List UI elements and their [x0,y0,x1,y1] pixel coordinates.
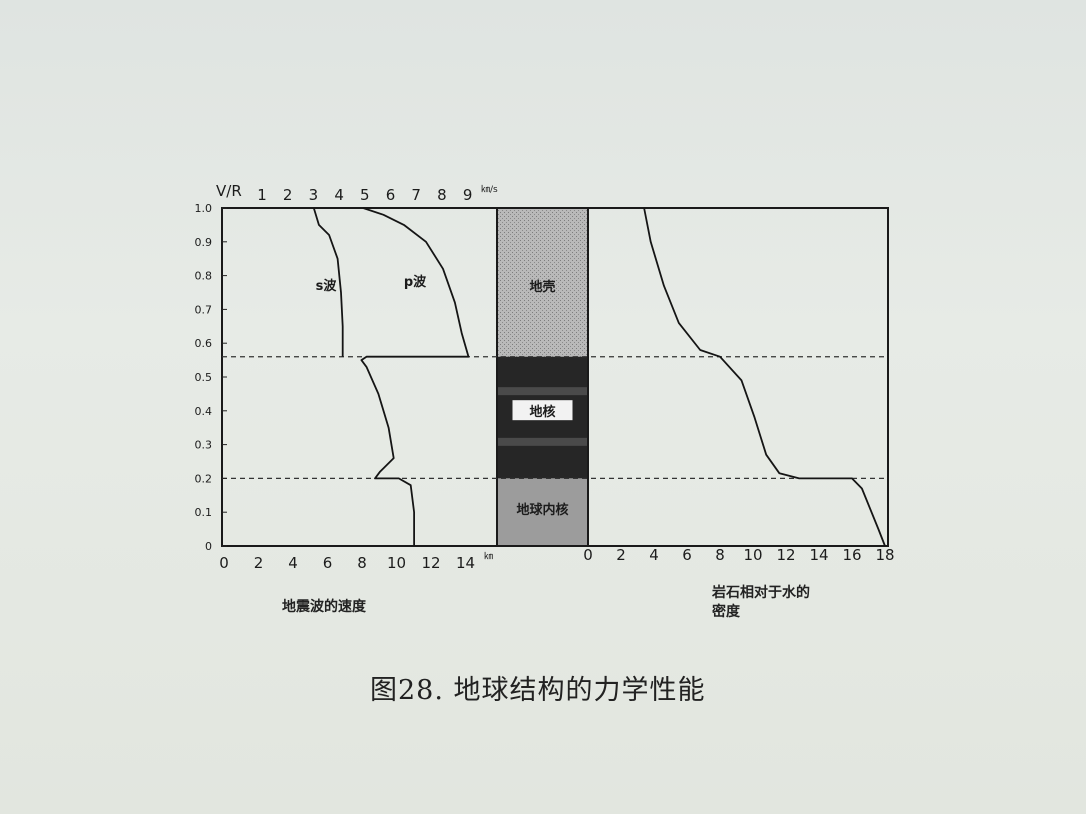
right-bottom-tick-label: 2 [616,546,626,564]
y-tick-label: 0.3 [195,439,213,452]
left-bottom-tick-label: 2 [254,554,264,572]
y-tick-label: 0.6 [195,337,213,350]
right-bottom-tick-label: 8 [715,546,725,564]
left-bottom-tick-label: 0 [219,554,229,572]
y-tick-label: 0.4 [195,405,213,418]
layer-3-band [497,478,588,546]
left-bottom-axis-ticks: 0 2 4 6 8 10 12 14 [219,554,475,572]
y-tick-label: 0 [205,540,212,553]
left-bottom-tick-label: 6 [323,554,333,572]
left-bottom-tick-label: 4 [288,554,298,572]
right-bottom-tick-label: 14 [809,546,828,564]
core-label-box [512,400,573,421]
right-bottom-axis-ticks: 0 2 4 6 8 10 12 14 16 18 [583,546,894,564]
top-tick-label: 1 [257,186,267,204]
top-tick-label: 9 [463,186,473,204]
core-stripe [497,437,588,446]
layer-3-label: 地球内核 [516,502,568,518]
y-axis-title: V/R [216,182,242,200]
left-x-axis-label: 地震波的速度 [282,599,366,615]
layer-1-label: 地壳 [529,279,555,295]
right-bottom-tick-label: 16 [842,546,861,564]
layer-column [497,208,588,546]
left-bottom-tick-label: 8 [357,554,367,572]
layer-2-label: 地核 [529,404,555,420]
top-tick-label: 4 [334,186,344,204]
top-axis-unit: ㎞/s [481,185,498,195]
right-bottom-tick-label: 10 [743,546,762,564]
y-axis-ticks: 0 0.1 0.2 0.3 0.4 0.5 0.6 0.7 0.8 0.9 1.0V/R [195,182,242,553]
right-bottom-tick-label: 6 [682,546,692,564]
core-stripe [497,387,588,396]
y-tick-label: 0.1 [195,506,213,519]
left-bottom-tick-label: 10 [387,554,406,572]
y-tick-label: 0.7 [195,303,213,316]
left-series-1-line [312,207,344,357]
top-tick-label: 7 [411,186,421,204]
right-bottom-tick-label: 4 [649,546,659,564]
y-tick-label: 0.5 [195,371,213,384]
y-tick-label: 0.9 [195,236,213,249]
right-x-axis-label: 岩石相对于水的密度 [712,585,810,620]
top-tick-label: 5 [360,186,370,204]
right-series-density-line [643,207,886,547]
top-tick-label: 8 [437,186,447,204]
figure-caption: 图28. 地球结构的力学性能 [370,675,706,706]
bottom-axis-unit: ㎞ [484,552,494,562]
y-tick-label: 0.8 [195,270,213,283]
series-2-label: p波 [404,274,427,290]
right-bottom-tick-label: 18 [875,546,894,564]
top-tick-label: 3 [309,186,319,204]
layer-1-band [497,208,588,357]
top-tick-label: 6 [386,186,396,204]
series-1-label: s波 [316,278,338,294]
y-tick-label: 0.2 [195,472,213,485]
curves [312,207,886,547]
left-bottom-tick-label: 12 [421,554,440,572]
left-series-2-line [360,207,470,546]
top-tick-label: 2 [283,186,293,204]
y-tick-label: 1.0 [195,202,213,215]
right-bottom-tick-label: 12 [776,546,795,564]
left-bottom-tick-label: 14 [456,554,475,572]
right-bottom-tick-label: 0 [583,546,593,564]
